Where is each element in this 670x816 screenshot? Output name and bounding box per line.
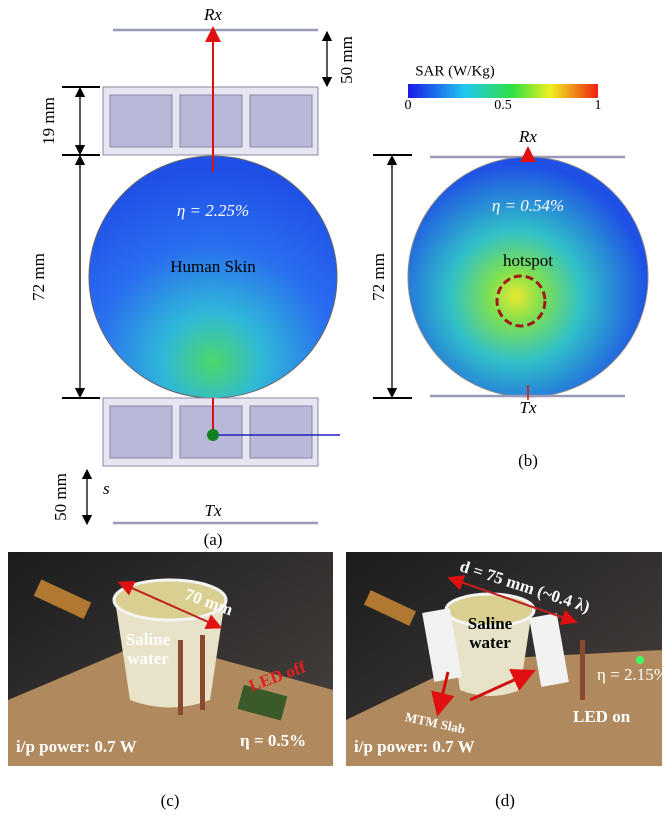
antenna-tx <box>178 640 183 715</box>
colorbar-tick-label: 1 <box>595 98 602 113</box>
skin-label: Human Skin <box>170 257 256 276</box>
antenna-rx <box>200 635 205 710</box>
caption: (b) <box>518 451 538 470</box>
tx-label: Tx <box>205 501 222 520</box>
source-dot <box>207 429 219 441</box>
input-power-label: i/p power: 0.7 W <box>16 737 137 756</box>
caption: (a) <box>204 530 223 549</box>
rx-label: Rx <box>203 5 222 24</box>
gap-bottom-label: 50 mm <box>51 473 70 521</box>
efficiency-label: η = 2.25% <box>177 201 249 220</box>
liquid-label: Saline <box>468 614 513 633</box>
rx-label: Rx <box>518 127 537 146</box>
colorbar-tick-label: 0.5 <box>494 98 512 113</box>
slab-top <box>103 87 318 155</box>
skin-diameter-label: 72 mm <box>29 253 48 301</box>
hotspot-label: hotspot <box>503 251 553 270</box>
caption: (d) <box>495 791 515 810</box>
liquid-label: water <box>127 649 169 668</box>
efficiency-label: η = 0.5% <box>240 731 306 750</box>
figure: Rx 50 mm 19 mm η = 2.25% Human Skin 72 m… <box>0 0 670 816</box>
liquid-label: water <box>469 633 511 652</box>
slab-thickness-label: 19 mm <box>39 97 58 145</box>
gap-top-label: 50 mm <box>337 36 356 84</box>
panel-c: 70 mm Saline water LED off i/p power: 0.… <box>8 552 333 810</box>
colorbar <box>408 84 598 98</box>
gap-symbol: s <box>103 479 110 498</box>
panel-a: Rx 50 mm 19 mm η = 2.25% Human Skin 72 m… <box>29 5 356 549</box>
skin-phantom <box>89 156 337 398</box>
caption: (c) <box>161 791 180 810</box>
panel-b: SAR (W/Kg) Rx η = 0.54% hotspot 72 mm Tx… <box>369 63 648 469</box>
panel-d: d = 75 mm (~0.4 λ) Saline water MTM Slab… <box>346 552 668 810</box>
antenna-rx <box>580 640 585 700</box>
efficiency-label: η = 2.15% <box>597 665 668 684</box>
input-power-label: i/p power: 0.7 W <box>354 737 475 756</box>
led-light <box>636 656 644 664</box>
liquid-label: Saline <box>126 630 171 649</box>
tx-label: Tx <box>520 398 537 417</box>
colorbar-title: SAR (W/Kg) <box>415 63 495 79</box>
led-state-label: LED on <box>573 707 631 726</box>
colorbar-tick-label: 0 <box>405 98 412 113</box>
efficiency-label: η = 0.54% <box>492 196 564 215</box>
skin-diameter-label: 72 mm <box>369 253 388 301</box>
